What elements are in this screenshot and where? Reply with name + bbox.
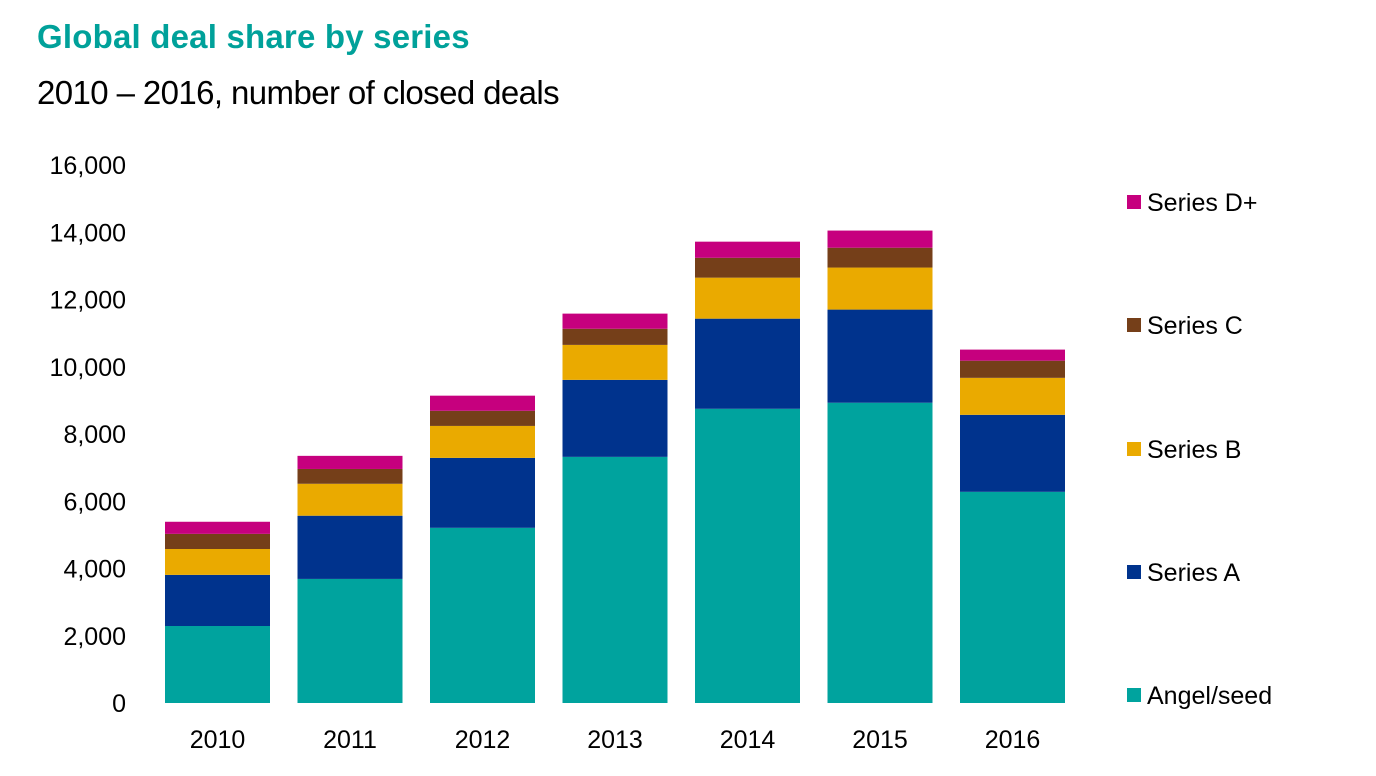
x-tick-label: 2015 — [852, 726, 908, 754]
bar-segment-angel-seed-2012 — [430, 527, 535, 703]
y-tick-label: 16,000 — [50, 152, 126, 180]
chart-subtitle: 2010 – 2016, number of closed deals — [37, 74, 560, 111]
bar-stack-2016 — [960, 349, 1065, 703]
x-axis: 2010 2011 2012 2013 2014 2015 2016 — [190, 726, 1041, 754]
legend-swatch — [1127, 195, 1141, 209]
bar-segment-series-c-2015 — [827, 247, 933, 268]
legend-swatch — [1127, 565, 1141, 579]
y-tick-label: 6,000 — [63, 488, 126, 516]
bar-segment-series-b-2014 — [695, 277, 800, 319]
bar-segment-series-b-2012 — [430, 425, 535, 458]
legend-label: Series B — [1147, 436, 1241, 464]
x-tick-label: 2013 — [587, 726, 643, 754]
bar-segment-series-d--2014 — [695, 241, 800, 258]
bar-segment-series-c-2014 — [695, 257, 800, 278]
legend-item: Series A — [1127, 559, 1240, 587]
y-axis: 0 2,000 4,000 6,000 8,000 10,000 12,000 14,000 1… — [50, 152, 126, 718]
bars — [165, 230, 1065, 703]
y-tick-label: 4,000 — [63, 556, 126, 584]
bar-stack-2013 — [562, 313, 668, 703]
bar-segment-series-c-2016 — [960, 360, 1065, 378]
bar-segment-angel-seed-2011 — [297, 578, 403, 703]
bar-segment-series-a-2012 — [430, 457, 535, 528]
bar-segment-series-b-2015 — [827, 267, 933, 310]
y-tick-label: 8,000 — [63, 421, 126, 449]
bar-segment-series-a-2015 — [827, 309, 933, 403]
bar-stack-2012 — [430, 395, 535, 703]
chart-title: Global deal share by series — [37, 18, 470, 55]
bar-segment-series-c-2013 — [562, 328, 668, 345]
legend-label: Series D+ — [1147, 189, 1257, 217]
y-tick-label: 12,000 — [50, 287, 126, 315]
bar-segment-series-c-2011 — [297, 468, 403, 484]
bar-segment-angel-seed-2013 — [562, 456, 668, 703]
bar-stack-2015 — [827, 230, 933, 703]
legend-item: Series D+ — [1127, 189, 1257, 217]
legend-label: Series A — [1147, 559, 1240, 587]
bar-segment-series-d--2011 — [297, 455, 403, 469]
bar-segment-series-a-2016 — [960, 414, 1065, 492]
x-tick-label: 2011 — [323, 726, 377, 754]
legend-item: Angel/seed — [1127, 682, 1272, 710]
bar-segment-series-a-2014 — [695, 318, 800, 409]
y-tick-label: 10,000 — [50, 354, 126, 382]
legend-swatch — [1127, 442, 1141, 456]
x-tick-label: 2016 — [985, 726, 1041, 754]
bar-segment-series-a-2010 — [165, 574, 270, 626]
bar-segment-series-d--2012 — [430, 395, 535, 411]
bar-stack-2010 — [165, 521, 270, 703]
legend-label: Series C — [1147, 312, 1243, 340]
bar-segment-series-a-2013 — [562, 379, 668, 457]
bar-segment-series-c-2010 — [165, 533, 270, 549]
bar-segment-series-c-2012 — [430, 410, 535, 426]
legend-label: Angel/seed — [1147, 682, 1272, 710]
bar-segment-series-d--2015 — [827, 230, 933, 248]
x-tick-label: 2010 — [190, 726, 246, 754]
bar-segment-series-b-2016 — [960, 377, 1065, 415]
bar-segment-series-b-2013 — [562, 344, 668, 380]
bar-segment-angel-seed-2015 — [827, 402, 933, 703]
bar-segment-series-a-2011 — [297, 515, 403, 579]
bar-segment-angel-seed-2010 — [165, 625, 270, 703]
x-tick-label: 2014 — [720, 726, 776, 754]
legend: Series D+ Series C Series B Series A Angel/s… — [1127, 189, 1272, 710]
bar-stack-2014 — [695, 241, 800, 703]
x-tick-label: 2012 — [455, 726, 511, 754]
bar-segment-angel-seed-2016 — [960, 491, 1065, 703]
y-tick-label: 2,000 — [63, 623, 126, 651]
bar-segment-angel-seed-2014 — [695, 408, 800, 703]
legend-item: Series C — [1127, 312, 1243, 340]
bar-segment-series-b-2010 — [165, 548, 270, 575]
bar-segment-series-d--2013 — [562, 313, 668, 329]
bar-segment-series-b-2011 — [297, 483, 403, 516]
legend-item: Series B — [1127, 436, 1241, 464]
bar-segment-series-d--2010 — [165, 521, 270, 534]
legend-swatch — [1127, 318, 1141, 332]
legend-swatch — [1127, 688, 1141, 702]
bar-segment-series-d--2016 — [960, 349, 1065, 361]
y-tick-label: 0 — [112, 690, 126, 718]
y-tick-label: 14,000 — [50, 219, 126, 247]
bar-stack-2011 — [297, 455, 403, 703]
